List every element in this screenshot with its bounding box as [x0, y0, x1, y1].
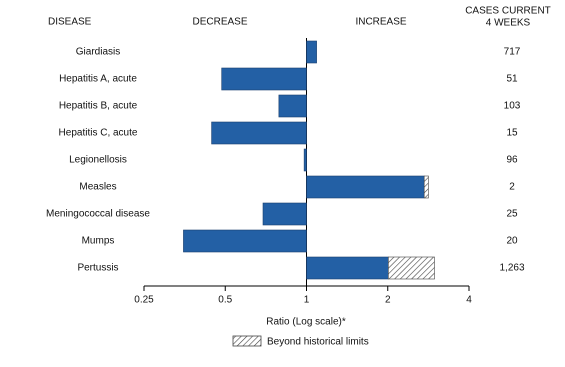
category-label: Hepatitis B, acute	[59, 101, 138, 112]
cases-value: 25	[506, 209, 518, 220]
cases-value: 51	[506, 74, 518, 85]
category-label: Meningococcal disease	[46, 209, 150, 220]
bar	[262, 202, 307, 226]
category-label: Legionellosis	[69, 155, 127, 166]
header-decrease: DECREASE	[192, 17, 247, 28]
cases-value: 15	[506, 128, 518, 139]
category-label: Pertussis	[77, 263, 118, 274]
category-label: Mumps	[82, 236, 115, 247]
cases-value: 20	[506, 236, 518, 247]
x-tick-label: 4	[466, 295, 472, 306]
bar	[306, 256, 389, 280]
x-tick-label: 1	[304, 295, 310, 306]
bar-beyond-limits	[423, 175, 429, 199]
legend-swatch	[232, 335, 262, 347]
bar-beyond-limits	[388, 256, 435, 280]
x-tick-label: 0.25	[134, 295, 154, 306]
cases-value: 103	[504, 101, 521, 112]
cases-value: 96	[506, 155, 518, 166]
header-cases: 4 WEEKS	[486, 18, 531, 29]
category-label: Hepatitis A, acute	[59, 74, 137, 85]
cases-value: 2	[509, 182, 515, 193]
category-label: Hepatitis C, acute	[59, 128, 138, 139]
category-label: Measles	[79, 182, 116, 193]
bar	[303, 148, 307, 172]
bar	[306, 40, 317, 64]
header-cases: CASES CURRENT	[465, 6, 551, 17]
x-axis-label: Ratio (Log scale)*	[266, 317, 346, 328]
x-tick-label: 0.5	[218, 295, 232, 306]
bar	[278, 94, 307, 118]
x-tick-label: 2	[385, 295, 391, 306]
cases-value: 717	[504, 47, 521, 58]
header-disease: DISEASE	[48, 17, 92, 28]
bar	[306, 175, 425, 199]
bar	[221, 67, 307, 91]
header-increase: INCREASE	[355, 17, 406, 28]
bar	[183, 229, 307, 253]
legend-label: Beyond historical limits	[267, 337, 369, 348]
category-label: Giardiasis	[76, 47, 120, 58]
cases-value: 1,263	[499, 263, 524, 274]
bar	[211, 121, 307, 145]
